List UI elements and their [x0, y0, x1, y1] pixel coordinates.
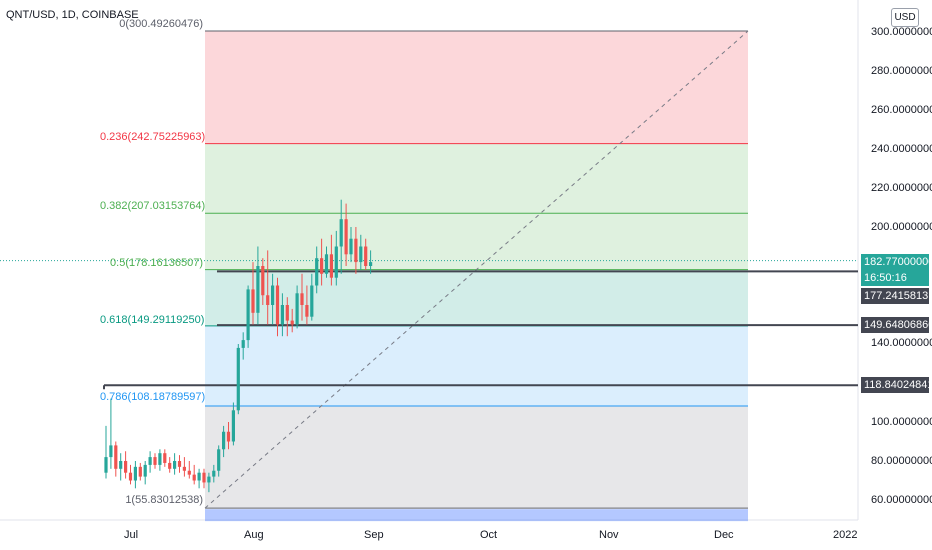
- candle-body-7: [138, 466, 142, 477]
- y-tick-100: 100.00000000: [871, 416, 932, 428]
- candle-body-49: [344, 219, 348, 255]
- candle-body-34: [271, 285, 275, 305]
- fib-label-05: 0.5(178.16136507): [110, 257, 203, 269]
- candle-body-36: [280, 305, 284, 325]
- candle-body-37: [285, 305, 289, 321]
- candle-body-52: [359, 246, 363, 263]
- candle-body-2: [114, 445, 118, 469]
- x-tick-nov: Nov: [599, 529, 619, 541]
- candle-body-3: [119, 461, 123, 469]
- fib-label-0382: 0.382(207.03153764): [100, 200, 206, 212]
- fib-trend-line: [204, 30, 749, 509]
- candle-body-43: [315, 258, 319, 286]
- candle-body-14: [173, 461, 177, 469]
- y-tick-300: 300.00000000: [871, 26, 932, 38]
- candle-body-31: [256, 266, 260, 313]
- fib-label-1: 1(55.83012538): [125, 494, 203, 506]
- candle-body-29: [246, 289, 250, 341]
- x-tick-aug: Aug: [244, 529, 264, 541]
- y-tick-80: 80.00000000: [871, 455, 932, 467]
- candle-body-16: [182, 466, 186, 471]
- symbol-title[interactable]: QNT/USD, 1D, COINBASE: [6, 9, 139, 21]
- x-tick-oct: Oct: [480, 529, 498, 541]
- candle-body-11: [158, 453, 162, 465]
- countdown-tag: 16:50:16: [861, 270, 929, 286]
- candle-body-24: [222, 431, 226, 450]
- candle-body-53: [364, 246, 368, 266]
- candle-body-54: [369, 262, 373, 266]
- candle-body-48: [339, 219, 343, 247]
- candle-body-40: [300, 293, 304, 305]
- candle-body-41: [305, 305, 309, 317]
- candle-body-10: [153, 457, 157, 465]
- candle-body-19: [197, 472, 201, 481]
- candle-body-39: [295, 293, 299, 325]
- fib-label-0236: 0.236(242.75225963): [100, 131, 206, 143]
- y-tick-200: 200.00000000: [871, 221, 932, 233]
- level-tag-177: 177.24158131: [861, 288, 932, 304]
- candle-body-47: [334, 246, 338, 278]
- level-tag-118: 118.84024841: [861, 377, 932, 393]
- y-tick-60: 60.00000000: [871, 494, 932, 506]
- candle-body-25: [226, 431, 231, 442]
- fib-label-0786: 0.786(108.18789597): [100, 391, 206, 403]
- candle-body-6: [133, 466, 137, 481]
- candle-body-46: [329, 254, 333, 278]
- candle-body-44: [320, 258, 324, 274]
- candle-body-13: [168, 462, 172, 469]
- candle-body-21: [207, 476, 211, 483]
- currency-button[interactable]: USD: [891, 8, 919, 27]
- fib-label-0: 0(300.49260476): [119, 18, 203, 30]
- candle-body-50: [349, 238, 353, 255]
- candle-body-45: [324, 254, 329, 274]
- candle-body-51: [354, 238, 358, 263]
- candle-body-0: [104, 457, 108, 473]
- candle-body-1: [109, 445, 113, 458]
- candle-body-20: [202, 472, 206, 483]
- candle-body-9: [148, 457, 152, 465]
- candle-body-22: [212, 470, 216, 477]
- x-tick-sep: Sep: [364, 529, 384, 541]
- candle-body-42: [310, 285, 314, 317]
- candle-body-18: [192, 474, 196, 481]
- y-tick-260: 260.00000000: [871, 104, 932, 116]
- candle-body-38: [290, 320, 294, 325]
- candle-body-33: [266, 295, 270, 305]
- fib-label-0618: 0.618(149.29119250): [100, 314, 205, 326]
- last-price-tag: 182.77000000: [861, 254, 932, 270]
- candle-body-5: [128, 472, 133, 481]
- x-tick-dec: Dec: [714, 529, 734, 541]
- candle-body-23: [217, 449, 221, 471]
- fib-zone-5: [205, 406, 748, 509]
- candle-body-35: [275, 285, 280, 325]
- candle-body-8: [143, 464, 147, 477]
- x-tick-jul: Jul: [124, 529, 139, 541]
- y-tick-140: 140.00000000: [871, 337, 932, 349]
- candle-body-32: [261, 266, 265, 296]
- candle-body-17: [187, 470, 191, 475]
- candle-body-15: [177, 461, 182, 467]
- x-tick-2022: 2022: [833, 529, 858, 541]
- candle-body-26: [231, 410, 235, 442]
- candle-body-4: [124, 461, 128, 473]
- y-tick-240: 240.00000000: [871, 143, 932, 155]
- candle-body-12: [163, 453, 167, 463]
- candle-body-30: [251, 289, 255, 313]
- fib-zone-1: [205, 143, 748, 214]
- candle-body-27: [236, 347, 240, 411]
- y-tick-220: 220.00000000: [871, 182, 932, 194]
- candle-body-28: [241, 340, 245, 348]
- fib-zone-0: [205, 31, 748, 144]
- fib-extension-band: [205, 509, 748, 522]
- fib-zone-4: [205, 325, 748, 407]
- y-tick-280: 280.00000000: [871, 65, 932, 77]
- level-tag-149: 149.64806860: [861, 317, 932, 333]
- fib-zone-2: [205, 213, 748, 270]
